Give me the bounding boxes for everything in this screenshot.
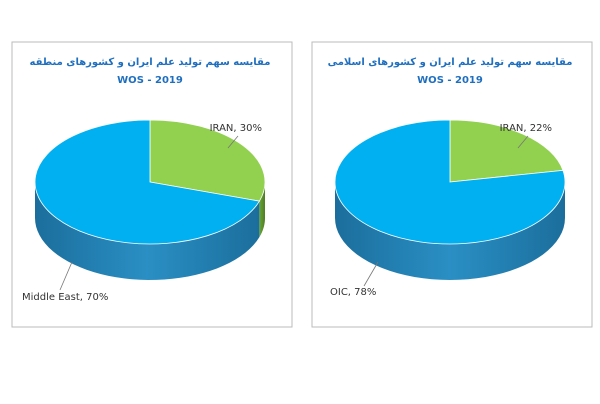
pie-slice (34, 119, 261, 245)
pie-side (259, 182, 265, 238)
pie-side (35, 182, 260, 280)
data-label: OIC, 78% (330, 287, 376, 298)
leader-line (227, 135, 239, 149)
leader-line (363, 261, 379, 287)
data-label: IRAN, 22% (500, 123, 552, 134)
data-label: IRAN, 30% (210, 123, 262, 134)
panel (311, 41, 593, 328)
pie-slice (149, 119, 266, 202)
pie-slice (449, 119, 564, 183)
chart-subtitle: WOS - 2019 (417, 75, 483, 86)
chart-title: مقایسه سهم تولید علم ایران و کشورهای منط… (30, 57, 271, 68)
leader-line (59, 261, 73, 291)
chart-subtitle: WOS - 2019 (117, 75, 183, 86)
data-label: Middle East, 70% (22, 292, 108, 303)
leader-line (517, 135, 529, 149)
panel (11, 41, 293, 328)
pie-side (335, 182, 565, 280)
chart-title: مقایسه سهم تولید علم ایران و کشورهای اسل… (328, 57, 573, 68)
pie-slice (334, 119, 566, 245)
